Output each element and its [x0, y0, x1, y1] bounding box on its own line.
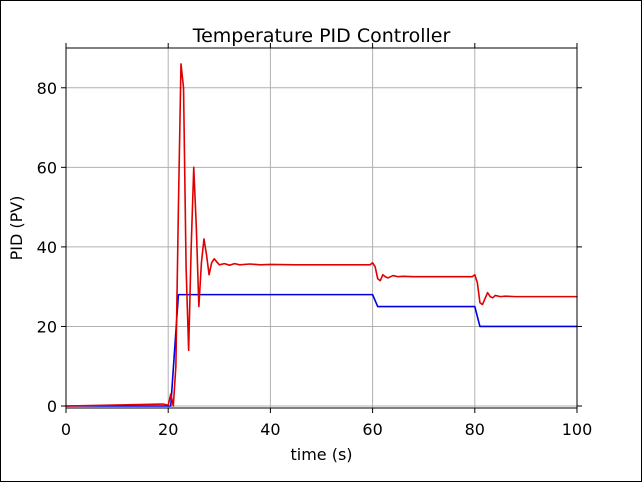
chart-title: Temperature PID Controller	[192, 25, 451, 47]
x-tick-label: 60	[362, 420, 382, 439]
x-tick-label: 80	[465, 420, 485, 439]
data-series	[65, 63, 578, 407]
x-tick-label: 100	[562, 420, 593, 439]
y-tick-label: 0	[47, 397, 57, 416]
x-tick-label: 0	[61, 420, 71, 439]
y-tick-label: 80	[37, 79, 57, 98]
grid-lines	[65, 48, 578, 408]
x-tick-label: 40	[260, 420, 280, 439]
y-tick-label: 20	[37, 317, 57, 336]
plot-area-border	[65, 47, 578, 409]
pv-series-line	[65, 63, 578, 407]
axis-ticks: 0 20 40 60 80 100 0 20 40 60 80	[37, 43, 593, 439]
y-tick-label: 40	[37, 238, 57, 257]
x-tick-label: 20	[158, 420, 178, 439]
x-axis-title: time (s)	[290, 445, 352, 464]
y-axis-title: PID (PV)	[7, 196, 26, 261]
sp-series-line	[65, 293, 578, 407]
y-tick-label: 60	[37, 158, 57, 177]
